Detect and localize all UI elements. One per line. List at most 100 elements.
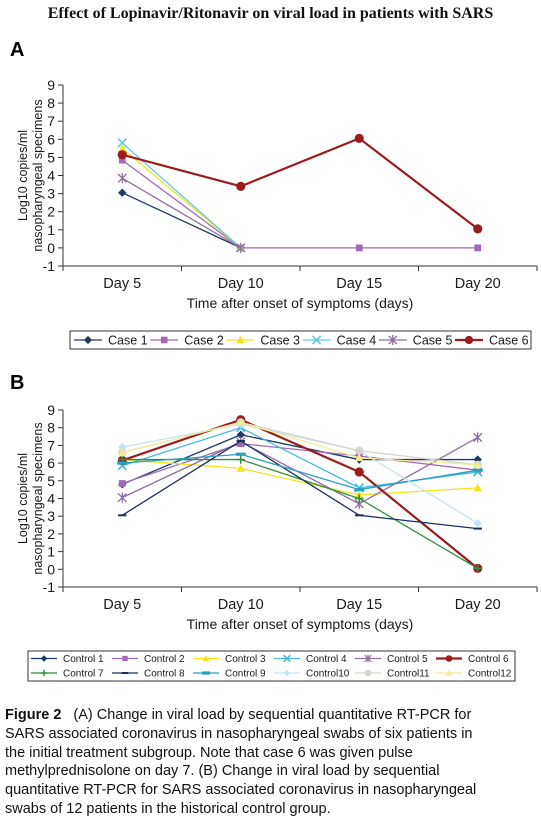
x-tick-label-b-day-10: Day 10 <box>218 597 264 613</box>
point-control-2-day-5 <box>118 480 126 487</box>
point-control-3-day-20 <box>473 483 482 492</box>
point-control-6-day-15 <box>354 467 364 477</box>
legend-item-control10: Control10 <box>274 669 350 680</box>
legend-label-control-7: Control 7 <box>63 669 104 680</box>
line-control12 <box>122 421 478 466</box>
point-control11-day-15 <box>355 446 364 455</box>
y-tick-label-b-4: 4 <box>47 491 55 507</box>
legend-item-control-1: Control 1 <box>31 654 104 665</box>
point-case-2-day-5 <box>118 156 126 164</box>
point-control-7-day-15 <box>355 494 364 503</box>
panel-label-b: B <box>10 372 24 394</box>
legend-marker-case-4 <box>311 335 322 345</box>
point-control-9-day-5 <box>117 461 128 465</box>
y-tick-label-b-9: 9 <box>47 402 55 418</box>
x-tick-label-b-day-15: Day 15 <box>336 597 382 613</box>
y-tick-label-a-9: 9 <box>47 77 55 93</box>
point-case-1-day-5 <box>118 188 127 197</box>
y-tick-label-a-6: 6 <box>47 131 55 147</box>
point-case-2-day-15 <box>355 244 363 252</box>
y-tick-label-a-1: 1 <box>47 222 55 238</box>
legend-item-case-3: Case 3 <box>226 334 300 348</box>
caption-line-4: methylprednisolone on day 7. (B) Change … <box>5 763 440 780</box>
legend-label-control-9: Control 9 <box>225 669 266 680</box>
x-tick-label-b-day-20: Day 20 <box>455 597 501 613</box>
series-control-6 <box>117 415 483 574</box>
caption-line-2: SARS associated coronavirus in nasophary… <box>5 725 473 742</box>
legend-label-control-8: Control 8 <box>144 669 185 680</box>
series-case-2 <box>118 156 482 252</box>
y-tick-label-a-3: 3 <box>47 186 55 202</box>
legend-marker-control-6 <box>445 655 453 662</box>
caption-line-3: the initial treatment subgroup. Note tha… <box>5 744 413 761</box>
legend-b: Control 1 Control 2 Control 3 Control 4 Cont… <box>27 650 516 682</box>
legend-item-control-8: Control 8 <box>112 669 185 680</box>
series-case-6 <box>117 133 483 234</box>
line-control-9 <box>122 453 478 491</box>
legend-marker-control-7 <box>40 669 48 677</box>
legend-label-case-6: Case 6 <box>489 334 529 348</box>
y-tick-label-b-1: 1 <box>47 544 55 560</box>
legend-label-control-1: Control 1 <box>63 654 104 665</box>
legend-label-case-5: Case 5 <box>413 334 453 348</box>
point-case-4-day-5 <box>117 138 128 148</box>
y-tick-label-a-5: 5 <box>47 149 55 165</box>
y-tick-label-a-4: 4 <box>47 168 55 184</box>
caption-label: Figure 2 <box>5 707 62 723</box>
legend-marker-control-4 <box>283 654 291 663</box>
legend-item-control-3: Control 3 <box>193 654 266 665</box>
legend-item-case-1: Case 1 <box>74 334 148 348</box>
y-tick-label-b-2: 2 <box>47 526 55 542</box>
x-tick-label-a-day-20: Day 20 <box>455 276 501 292</box>
caption-text-1: (A) Change in viral load by sequential q… <box>73 707 472 723</box>
series-control-5 <box>117 432 483 509</box>
x-tick-label-b-day-5: Day 5 <box>103 597 141 613</box>
panel-label-a: A <box>10 39 24 61</box>
series-case-4 <box>117 138 246 253</box>
legend-label-case-1: Case 1 <box>108 334 148 348</box>
point-case-2-day-20 <box>474 244 482 252</box>
point-control-7-day-20 <box>473 564 482 573</box>
legend-marker-case-3 <box>236 335 245 344</box>
point-case-6-day-5 <box>117 150 127 160</box>
y-tick-label-b-7: 7 <box>47 437 55 453</box>
legend-item-control11: Control11 <box>355 669 430 680</box>
legend-item-control-5: Control 5 <box>355 654 428 665</box>
y-tick-label-a-0: 0 <box>47 240 55 256</box>
legend-label-control-3: Control 3 <box>225 654 266 665</box>
legend-item-control12: Control12 <box>436 669 512 680</box>
legend-item-control-7: Control 7 <box>31 669 104 680</box>
y-axis-title-a-line-2: nasopharyngeal specimens <box>31 99 45 251</box>
legend-item-case-4: Case 4 <box>302 334 376 348</box>
line-control10 <box>122 423 479 524</box>
legend-box-a <box>69 330 532 350</box>
caption-line-1: Figure 2 (A) Change in viral load by sequ… <box>5 706 537 725</box>
legend-label-control-4: Control 4 <box>306 654 347 665</box>
legend-marker-case-2 <box>160 336 168 344</box>
caption-line-5: quantitative RT-PCR for SARS associated … <box>5 782 477 799</box>
legend-label-control11: Control11 <box>387 669 430 680</box>
legend-item-case-5: Case 5 <box>378 334 453 348</box>
point-control12-day-15 <box>355 453 364 462</box>
y-tick-label-b-3: 3 <box>47 508 55 524</box>
point-control12-day-5 <box>118 448 127 456</box>
line-control-6 <box>121 418 479 570</box>
figure-title: Effect of Lopinavir/Ritonavir on viral l… <box>47 5 494 22</box>
chart-a: A 9 8 7 6 5 4 3 2 1 0 -1 Day 5 Day 10 Day 15 Day 20 Time… <box>10 39 538 350</box>
point-control12-day-10 <box>236 418 245 426</box>
legend-marker-control11 <box>364 669 372 677</box>
legend-item-control-6: Control 6 <box>436 654 509 665</box>
point-control12-day-20 <box>473 460 482 469</box>
x-tick-label-a-day-5: Day 5 <box>103 276 141 292</box>
y-tick-label-b-minus-1: -1 <box>43 579 56 595</box>
point-case-6-day-20 <box>473 224 483 234</box>
legend-label-control-5: Control 5 <box>387 654 428 665</box>
y-tick-label-b-0: 0 <box>47 561 55 577</box>
point-case-5-day-5 <box>117 173 127 184</box>
point-control-9-day-20 <box>472 468 483 472</box>
point-control-5-day-5 <box>117 492 127 503</box>
y-tick-label-a-minus-1: -1 <box>43 258 56 274</box>
legend-item-case-6: Case 6 <box>455 334 529 348</box>
line-case-1 <box>121 192 242 249</box>
